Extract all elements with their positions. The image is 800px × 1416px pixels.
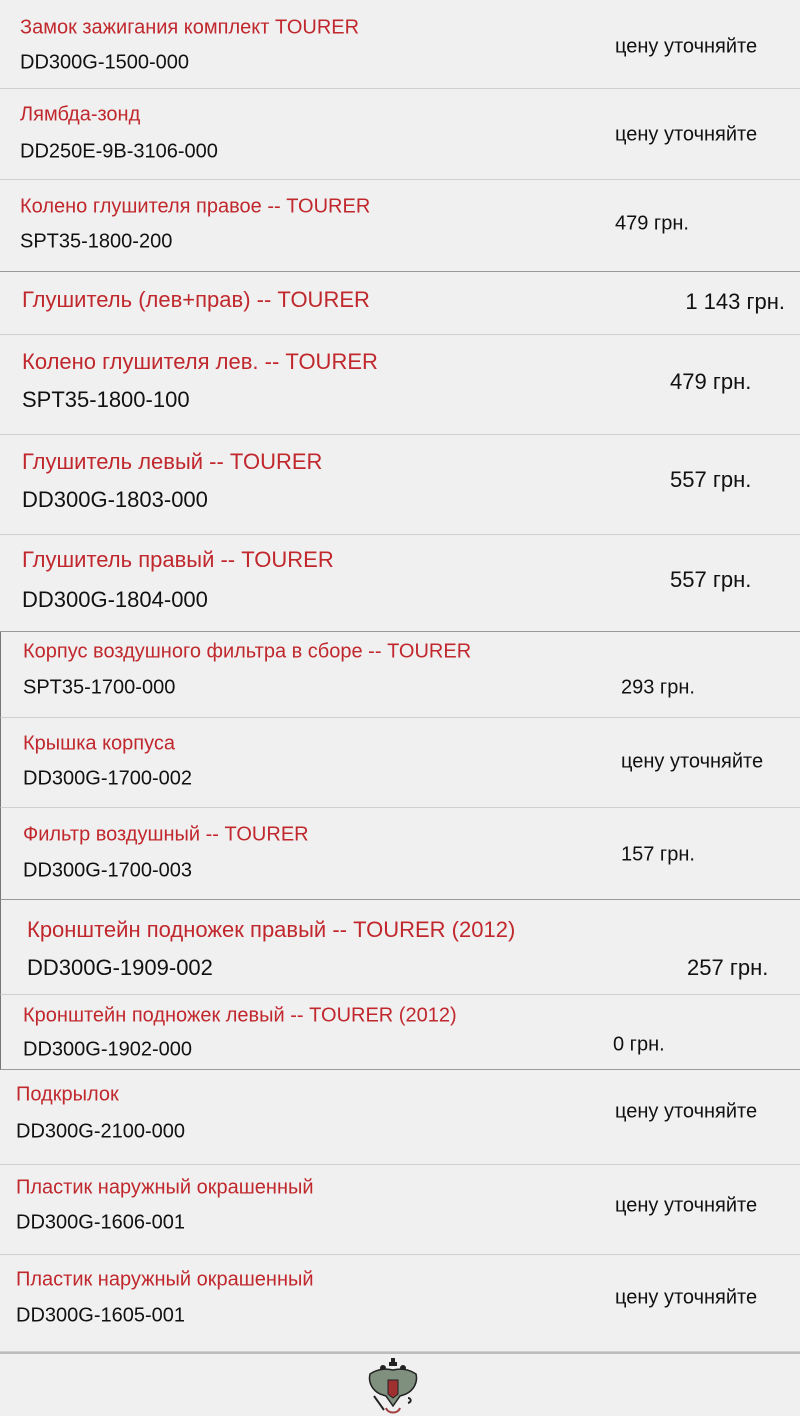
item-code: SPT35-1700-000 (23, 676, 176, 699)
item-code: DD300G-1902-000 (23, 1038, 192, 1061)
item-price: 257 грн. (687, 955, 769, 980)
item-name-link[interactable]: Глушитель левый -- TOURER (22, 449, 323, 474)
footer-divider (0, 1352, 800, 1354)
item-code: SPT35-1800-100 (22, 387, 190, 412)
list-item: Глушитель правый -- TOURER DD300G-1804-00… (0, 535, 800, 632)
item-name-link[interactable]: Фильтр воздушный -- TOURER (23, 823, 309, 846)
list-item: Колено глушителя лев. -- TOURER SPT35-180… (0, 335, 800, 435)
item-price: 479 грн. (615, 212, 689, 235)
item-name-link[interactable]: Лямбда-зонд (20, 103, 141, 126)
item-code: DD300G-1804-000 (22, 587, 208, 612)
item-code: DD300G-1605-001 (16, 1304, 185, 1327)
item-code: DD300G-1500-000 (20, 51, 189, 74)
item-name-link[interactable]: Колено глушителя лев. -- TOURER (22, 349, 378, 374)
item-name-link[interactable]: Кронштейн подножек левый -- TOURER (2012… (23, 1004, 457, 1027)
item-name-link[interactable]: Пластик наружный окрашенный (16, 1176, 314, 1199)
list-item: Фильтр воздушный -- TOURER DD300G-1700-00… (0, 808, 800, 900)
item-code: DD300G-2100-000 (16, 1120, 185, 1143)
item-name-link[interactable]: Корпус воздушного фильтра в сборе -- TOU… (23, 640, 472, 663)
list-item: Колено глушителя правое -- TOURER SPT35-1… (0, 180, 800, 272)
list-item: Кронштейн подножек левый -- TOURER (2012… (0, 995, 800, 1070)
list-item: Пластик наружный окрашенный DD300G-1606-0… (0, 1165, 800, 1255)
item-price: 557 грн. (670, 467, 752, 492)
item-code: SPT35-1800-200 (20, 230, 173, 253)
item-name-link[interactable]: Подкрылок (16, 1083, 119, 1106)
item-name-link[interactable]: Глушитель правый -- TOURER (22, 547, 334, 572)
item-price: цену уточняйте (621, 750, 764, 773)
item-price: 1 143 грн. (685, 289, 785, 314)
item-name-link[interactable]: Крышка корпуса (23, 732, 176, 755)
item-code: DD300G-1700-002 (23, 767, 192, 790)
list-item: Пластик наружный окрашенный DD300G-1605-0… (0, 1255, 800, 1352)
item-price: цену уточняйте (615, 1100, 758, 1123)
item-name-link[interactable]: Кронштейн подножек правый -- TOURER (201… (27, 917, 516, 942)
item-code: DD300G-1909-002 (27, 955, 213, 980)
item-code: DD300G-1700-003 (23, 859, 192, 882)
list-item: Крышка корпуса DD300G-1700-002 цену уточня… (0, 718, 800, 808)
list-item: Глушитель левый -- TOURER DD300G-1803-000… (0, 435, 800, 535)
item-price: 0 грн. (613, 1033, 665, 1056)
item-code: DD300G-1803-000 (22, 487, 208, 512)
item-price: цену уточняйте (615, 35, 758, 58)
item-price: 157 грн. (621, 843, 695, 866)
item-price: цену уточняйте (615, 123, 758, 146)
list-item: Подкрылок DD300G-2100-000 цену уточняйте (0, 1070, 800, 1165)
item-name-link[interactable]: Пластик наружный окрашенный (16, 1268, 314, 1291)
list-item: Корпус воздушного фильтра в сборе -- TOU… (0, 632, 800, 718)
item-name-link[interactable]: Колено глушителя правое -- TOURER (20, 195, 371, 218)
item-price: цену уточняйте (615, 1194, 758, 1217)
list-item: Лямбда-зонд DD250E-9B-3106-000 цену уточня… (0, 89, 800, 180)
item-name-link[interactable]: Глушитель (лев+прав) -- TOURER (22, 287, 370, 312)
item-price: цену уточняйте (615, 1286, 758, 1309)
item-price: 293 грн. (621, 676, 695, 699)
item-price: 557 грн. (670, 567, 752, 592)
eagle-emblem-icon (368, 1358, 418, 1414)
list-item: Замок зажигания комплект TOURER DD300G-15… (0, 0, 800, 89)
list-item: Глушитель (лев+прав) -- TOURER 1 143 грн. (0, 272, 800, 335)
list-item: Кронштейн подножек правый -- TOURER (201… (0, 900, 800, 995)
item-code: DD250E-9B-3106-000 (20, 140, 218, 163)
item-name-link[interactable]: Замок зажигания комплект TOURER (20, 16, 360, 39)
item-price: 479 грн. (670, 369, 752, 394)
item-code: DD300G-1606-001 (16, 1211, 185, 1234)
